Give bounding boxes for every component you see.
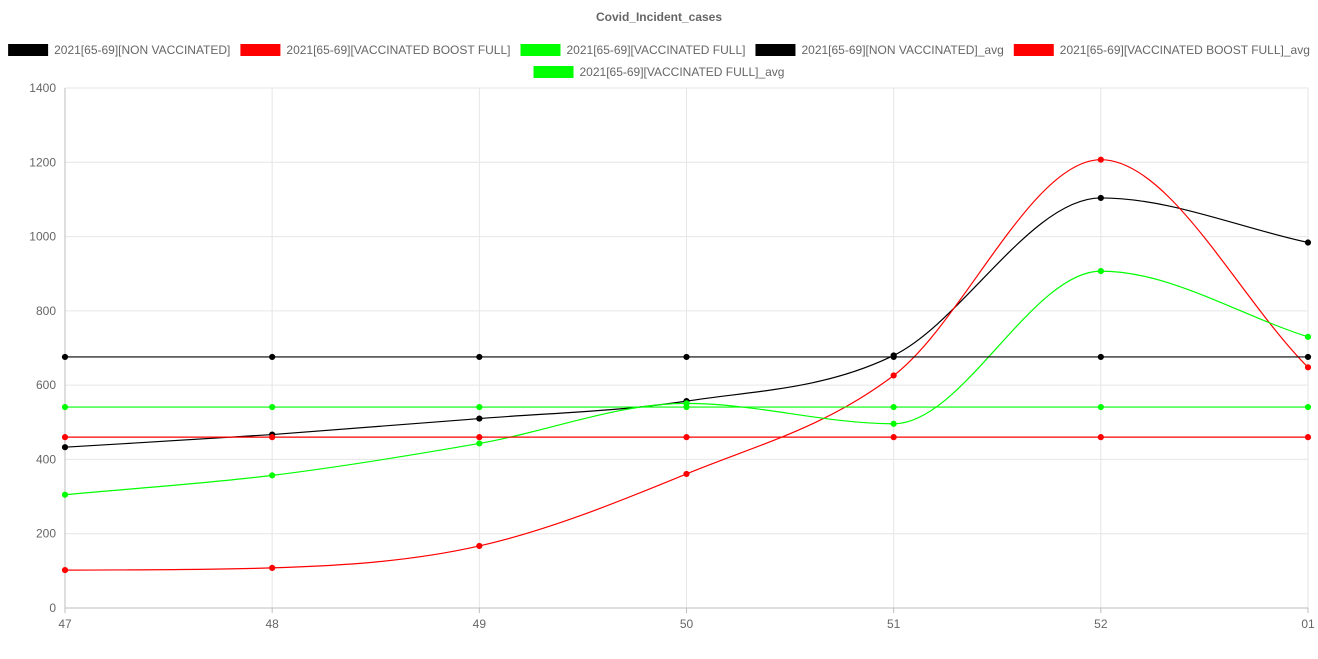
- legend-swatch: [8, 44, 49, 56]
- data-point[interactable]: [683, 403, 690, 411]
- data-point[interactable]: [269, 353, 276, 361]
- legend-item[interactable]: 2021[65-69][VACCINATED FULL]: [520, 43, 746, 57]
- data-point[interactable]: [890, 372, 897, 379]
- data-point[interactable]: [1304, 353, 1312, 361]
- legend-label: 2021[65-69][VACCINATED BOOST FULL]: [286, 43, 510, 57]
- data-point[interactable]: [1097, 434, 1104, 441]
- data-point[interactable]: [1304, 434, 1312, 441]
- data-point[interactable]: [1304, 239, 1312, 246]
- data-point[interactable]: [683, 470, 690, 478]
- series: [61, 156, 1312, 574]
- legend-item[interactable]: 2021[65-69][VACCINATED BOOST FULL]: [240, 43, 511, 57]
- data-point[interactable]: [61, 403, 69, 411]
- x-tick-label: 01: [1301, 617, 1315, 631]
- data-point[interactable]: [1304, 333, 1312, 340]
- data-point[interactable]: [476, 440, 483, 447]
- data-point[interactable]: [476, 415, 483, 422]
- data-point[interactable]: [269, 472, 276, 479]
- legend-item[interactable]: 2021[65-69][VACCINATED BOOST FULL]_avg: [1013, 43, 1310, 57]
- legend-label: 2021[65-69][VACCINATED FULL]: [567, 43, 746, 57]
- y-tick-label: 1200: [29, 155, 56, 169]
- data-point[interactable]: [269, 434, 276, 441]
- data-point[interactable]: [890, 434, 897, 441]
- legend-item[interactable]: 2021[65-69][NON VACCINATED]_avg: [755, 43, 1004, 57]
- x-tick-label: 48: [265, 617, 279, 631]
- data-point[interactable]: [1097, 403, 1104, 411]
- legend-label: 2021[65-69][VACCINATED FULL]_avg: [580, 65, 785, 79]
- y-tick-label: 1400: [29, 81, 56, 95]
- data-point[interactable]: [61, 567, 69, 574]
- data-point[interactable]: [1304, 403, 1312, 411]
- chart-title: Covid_Incident_cases: [596, 10, 722, 24]
- x-tick-label: 52: [1094, 617, 1108, 631]
- grid: [64, 87, 1309, 608]
- data-point[interactable]: [476, 434, 483, 441]
- data-point[interactable]: [476, 542, 483, 550]
- data-point[interactable]: [61, 491, 69, 498]
- legend-swatch: [755, 44, 796, 56]
- data-point[interactable]: [1304, 364, 1312, 371]
- series: [61, 434, 1312, 441]
- data-point[interactable]: [890, 403, 897, 411]
- data-point[interactable]: [476, 403, 483, 411]
- data-point[interactable]: [683, 434, 690, 441]
- legend-item[interactable]: 2021[65-69][NON VACCINATED]: [8, 43, 230, 57]
- y-tick-label: 400: [36, 452, 56, 466]
- data-point[interactable]: [1097, 194, 1104, 202]
- data-point[interactable]: [1097, 353, 1104, 361]
- y-tick-label: 0: [49, 601, 56, 615]
- y-tick-label: 200: [36, 527, 56, 541]
- series-line: [64, 159, 1309, 571]
- y-tick-label: 1000: [29, 230, 56, 244]
- series: [61, 353, 1312, 361]
- data-point[interactable]: [61, 434, 69, 441]
- legend-label: 2021[65-69][VACCINATED BOOST FULL]_avg: [1060, 43, 1310, 57]
- x-tick-label: 50: [680, 617, 694, 631]
- data-point[interactable]: [683, 353, 690, 361]
- y-tick-label: 800: [36, 304, 56, 318]
- data-point[interactable]: [890, 353, 897, 361]
- legend-label: 2021[65-69][NON VACCINATED]_avg: [801, 43, 1003, 57]
- data-point[interactable]: [61, 353, 69, 361]
- legend-item[interactable]: 2021[65-69][VACCINATED FULL]_avg: [533, 65, 785, 79]
- series: [61, 403, 1312, 411]
- legend-label: 2021[65-69][NON VACCINATED]: [54, 43, 230, 57]
- data-point[interactable]: [890, 420, 897, 427]
- x-tick-label: 49: [473, 617, 487, 631]
- x-tick-label: 51: [887, 617, 901, 631]
- data-point[interactable]: [1097, 156, 1104, 163]
- data-point[interactable]: [1097, 268, 1104, 275]
- legend: 2021[65-69][NON VACCINATED] 2021[65-69][V…: [8, 43, 1310, 79]
- data-point[interactable]: [61, 444, 69, 451]
- data-point[interactable]: [269, 564, 276, 571]
- axes: 0 200 400 600 800 1000 1200 1400 47 48 49 50 51 52 01: [29, 81, 1315, 631]
- series: [61, 268, 1312, 498]
- legend-swatch: [533, 66, 574, 78]
- y-tick-label: 600: [36, 378, 56, 392]
- data-point[interactable]: [269, 403, 276, 411]
- legend-swatch: [240, 44, 281, 56]
- data-point[interactable]: [476, 353, 483, 361]
- legend-swatch: [520, 44, 561, 56]
- x-tick-label: 47: [58, 617, 72, 631]
- series-layer: [61, 156, 1312, 574]
- legend-swatch: [1013, 44, 1054, 56]
